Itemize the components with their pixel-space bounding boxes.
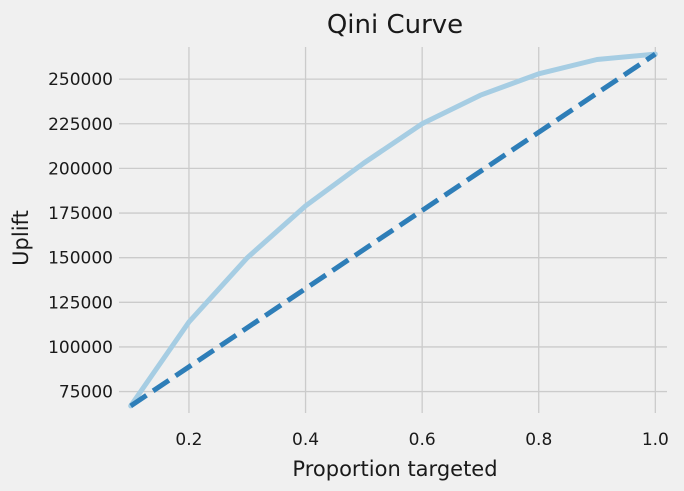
y-tick-label: 125000 — [48, 293, 113, 313]
y-tick-labels: 75000 100000 125000 150000 175000 200000 22500… — [48, 70, 113, 402]
dashed-series-line — [129, 52, 657, 408]
x-gridlines — [188, 47, 656, 413]
y-tick-label: 250000 — [48, 70, 113, 90]
x-tick-label: 0.6 — [409, 430, 436, 450]
x-tick-label: 1.0 — [642, 430, 669, 450]
y-tick-label: 175000 — [48, 204, 113, 224]
series-layer — [128, 51, 658, 409]
y-tick-label: 225000 — [48, 115, 113, 135]
y-tick-label: 75000 — [59, 383, 113, 403]
chart-title: Qini Curve — [327, 10, 463, 40]
y-axis-title: Uplift — [9, 210, 33, 266]
y-gridlines — [119, 78, 667, 393]
y-tick-label: 100000 — [48, 338, 113, 358]
x-axis-title: Proportion targeted — [292, 457, 497, 481]
x-tick-labels: 0.2 0.4 0.6 0.8 1.0 — [175, 430, 668, 450]
y-tick-label: 150000 — [48, 249, 113, 269]
x-tick-label: 0.8 — [525, 430, 552, 450]
y-tick-label: 200000 — [48, 159, 113, 179]
solid-series-line — [128, 51, 658, 409]
x-tick-label: 0.2 — [175, 430, 202, 450]
x-tick-label: 0.4 — [292, 430, 319, 450]
